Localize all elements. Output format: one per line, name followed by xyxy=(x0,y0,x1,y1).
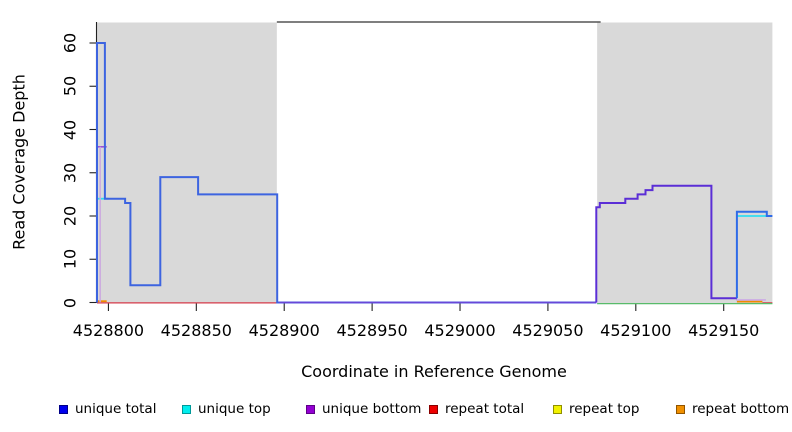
legend-item-unique-top: unique top xyxy=(182,401,271,417)
x-axis-title: Coordinate in Reference Genome xyxy=(301,362,567,381)
x-tick-label: 4529000 xyxy=(424,321,496,340)
y-tick-label: 30 xyxy=(60,162,80,183)
legend-label: repeat total xyxy=(445,401,525,417)
series-unique-bottom-right xyxy=(595,184,737,303)
legend-label: unique bottom xyxy=(322,401,422,417)
x-tick-label: 4529150 xyxy=(688,321,760,340)
x-tick-label: 4528950 xyxy=(336,321,408,340)
shaded-region-1 xyxy=(97,22,277,303)
legend-item-repeat-top: repeat top xyxy=(553,401,639,417)
y-tick-label: 10 xyxy=(60,249,80,270)
legend-item-unique-bottom: unique bottom xyxy=(306,401,421,417)
y-axis-title: Read Coverage Depth xyxy=(9,74,29,250)
legend-item-unique-total: unique total xyxy=(59,401,156,417)
series-unique-total-right xyxy=(735,210,773,299)
y-tick-label: 40 xyxy=(60,119,80,140)
y-tick-label: 50 xyxy=(60,76,80,97)
unique-top-swatch-icon xyxy=(182,404,191,414)
legend-item-repeat-total: repeat total xyxy=(429,401,524,417)
repeat-total-swatch-icon xyxy=(429,404,438,414)
x-tick-label: 4528800 xyxy=(72,321,145,340)
x-tick-label: 4528850 xyxy=(160,321,232,340)
x-tick-label: 4529050 xyxy=(512,321,584,340)
unique-total-swatch-icon xyxy=(59,404,68,414)
unique-bottom-swatch-icon xyxy=(306,404,315,414)
x-tick-label: 4529100 xyxy=(600,321,672,340)
x-tick-label: 4528900 xyxy=(248,321,320,340)
legend-label: unique top xyxy=(198,401,271,417)
repeat-bottom-swatch-icon xyxy=(676,404,685,414)
y-tick-label: 0 xyxy=(60,297,80,308)
legend-label: repeat bottom xyxy=(692,401,790,417)
legend-item-repeat-bottom: repeat bottom xyxy=(676,401,789,417)
series-unique-total-left xyxy=(96,42,597,304)
shaded-region-2 xyxy=(597,22,773,303)
y-tick-label: 20 xyxy=(60,205,80,227)
repeat-top-swatch-icon xyxy=(553,404,562,414)
legend-label: unique total xyxy=(75,401,157,417)
legend-label: repeat top xyxy=(569,401,640,417)
y-tick-label: 60 xyxy=(60,32,80,54)
